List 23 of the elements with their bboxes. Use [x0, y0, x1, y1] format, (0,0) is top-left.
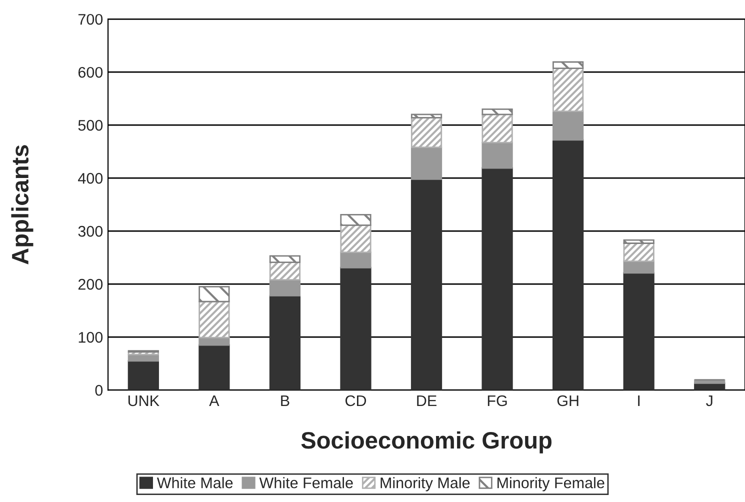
y-tick-label: 0	[95, 384, 103, 396]
legend-label: White Male	[156, 477, 233, 488]
x-axis-title: Socioeconomic Group	[301, 431, 552, 454]
x-tick-label: B	[281, 395, 290, 406]
y-tick-label: 300	[78, 226, 103, 237]
x-tick-label: I	[638, 395, 640, 406]
legend-label: Minority Female	[498, 477, 604, 492]
y-tick-label: 200	[78, 278, 103, 290]
legend-label: Minority Male	[380, 477, 470, 492]
x-tick-label: UNK	[128, 395, 160, 406]
x-tick-label: J	[706, 395, 712, 406]
x-tick-label: GH	[557, 395, 578, 406]
x-tick-label: A	[209, 395, 220, 406]
x-tick-label: CD	[345, 395, 366, 406]
y-axis-title: Applicants	[11, 145, 34, 264]
y-tick-label: 600	[78, 66, 103, 78]
y-tick-label: 100	[78, 332, 103, 343]
legend-label: White Female	[259, 477, 353, 488]
y-tick-label: 400	[78, 172, 103, 184]
x-tick-label: FG	[488, 395, 507, 406]
y-tick-label: 500	[78, 120, 103, 131]
y-tick-label: 700	[78, 14, 103, 25]
x-tick-label: DE	[417, 395, 436, 406]
